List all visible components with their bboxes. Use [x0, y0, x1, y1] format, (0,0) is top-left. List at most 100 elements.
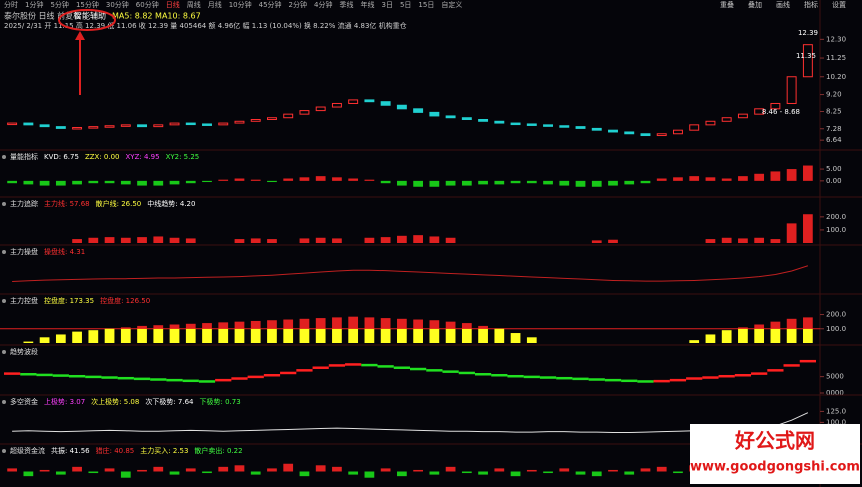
- bar: [185, 468, 196, 472]
- price-label: 11.35: [796, 52, 816, 60]
- period-tab[interactable]: 月线: [208, 0, 222, 9]
- legend-item: 散户线: 26.50: [96, 199, 142, 208]
- bar: [770, 328, 781, 343]
- candle: [218, 122, 229, 126]
- legend-item: XYZ: 4.95: [126, 153, 160, 161]
- period-tab[interactable]: 5分钟: [50, 0, 68, 9]
- candle: [526, 123, 537, 126]
- bar: [218, 328, 229, 343]
- price-label: 8.46 - 8.68: [762, 108, 800, 116]
- tool-tab[interactable]: 画线: [776, 0, 790, 9]
- trend-dash: [410, 367, 427, 371]
- bar: [526, 337, 537, 343]
- y-tick-label: 8.25: [826, 107, 842, 115]
- tool-tab[interactable]: 叠加: [748, 0, 762, 9]
- period-tab[interactable]: 日线: [166, 0, 180, 9]
- period-tab[interactable]: 周线: [187, 0, 201, 9]
- period-tab[interactable]: 5日: [400, 1, 411, 9]
- bar: [104, 468, 115, 472]
- bar: [250, 179, 261, 181]
- candle: [88, 126, 99, 129]
- bar: [705, 334, 716, 343]
- trend-dash: [702, 376, 719, 379]
- period-tab[interactable]: 分时: [4, 0, 18, 9]
- period-tab[interactable]: 2分钟: [289, 0, 307, 9]
- tool-tab[interactable]: 重叠: [720, 1, 734, 9]
- bar: [478, 328, 488, 343]
- tool-tab[interactable]: 设置: [832, 0, 846, 9]
- panel-dot: [2, 250, 6, 254]
- bar-top: [315, 318, 326, 329]
- candle: [429, 111, 440, 117]
- trend-dash: [783, 364, 800, 367]
- trend-dash: [507, 374, 524, 378]
- assist: 智能辅助: [74, 11, 106, 21]
- bar-top: [153, 325, 164, 329]
- bar: [267, 239, 277, 243]
- candle: [705, 120, 716, 126]
- period-tab[interactable]: 1分钟: [25, 0, 43, 9]
- candle: [591, 127, 602, 131]
- candle: [543, 124, 554, 127]
- trend-dash: [215, 378, 232, 382]
- period-tab[interactable]: 自定义: [441, 0, 462, 9]
- period-tab[interactable]: 季线: [339, 0, 353, 9]
- period-tab[interactable]: 30分钟: [106, 0, 129, 9]
- candle: [153, 124, 164, 128]
- bar: [478, 471, 488, 475]
- panel-dot: [2, 155, 6, 159]
- trend-dash: [458, 371, 475, 375]
- candle: [413, 108, 424, 113]
- period-tab[interactable]: 15分钟: [76, 0, 99, 9]
- legend-item: ZZX: 0.00: [85, 153, 120, 161]
- candle: [202, 123, 212, 126]
- y-tick-label: 5000: [826, 373, 844, 381]
- y-tick-label: 100.0: [826, 325, 846, 333]
- period-tab[interactable]: 45分钟: [259, 0, 282, 9]
- bar-top: [461, 323, 472, 329]
- trend-dash: [231, 377, 248, 380]
- bar: [23, 471, 34, 477]
- trend-dash: [491, 374, 508, 377]
- bar: [348, 471, 359, 475]
- trend-dash: [328, 364, 346, 367]
- period-tab[interactable]: 10分钟: [229, 0, 252, 9]
- candle: [169, 122, 180, 126]
- period-tab[interactable]: 4分钟: [314, 0, 332, 9]
- period-tab[interactable]: 60分钟: [136, 0, 159, 9]
- bar: [721, 178, 732, 181]
- bar: [608, 469, 618, 472]
- trend-dash: [198, 380, 216, 383]
- trend-dash: [345, 363, 362, 366]
- bar-top: [786, 318, 797, 329]
- y-tick-label: 9.20: [826, 91, 842, 99]
- bar: [299, 238, 310, 243]
- stock-name: 泰尔股份 日线 前复权: [4, 11, 81, 21]
- period-tab[interactable]: 15日: [418, 1, 434, 9]
- bar: [267, 468, 277, 472]
- trend-dash: [523, 375, 540, 379]
- bar-top: [185, 323, 196, 329]
- bar-top: [283, 319, 294, 329]
- bar: [673, 177, 683, 181]
- bar: [218, 466, 229, 472]
- trend-dash: [637, 380, 654, 383]
- bar-top: [803, 317, 813, 329]
- period-tab[interactable]: 3日: [381, 1, 392, 9]
- panel-title: 主力操盘: [10, 247, 38, 256]
- bar-top: [202, 323, 212, 329]
- candle: [315, 106, 326, 112]
- panel-title: 趋势波段: [10, 347, 38, 356]
- legend-item: 次上极势: 5.08: [91, 397, 139, 406]
- candle: [754, 108, 765, 115]
- bar: [169, 237, 180, 243]
- bar: [234, 465, 245, 472]
- tool-tab[interactable]: 指标: [804, 0, 818, 9]
- bar: [88, 237, 99, 243]
- trend-dash: [653, 379, 670, 383]
- bar: [120, 180, 131, 185]
- bar: [559, 180, 570, 186]
- bar: [380, 237, 391, 243]
- period-tab[interactable]: 年线: [360, 0, 374, 9]
